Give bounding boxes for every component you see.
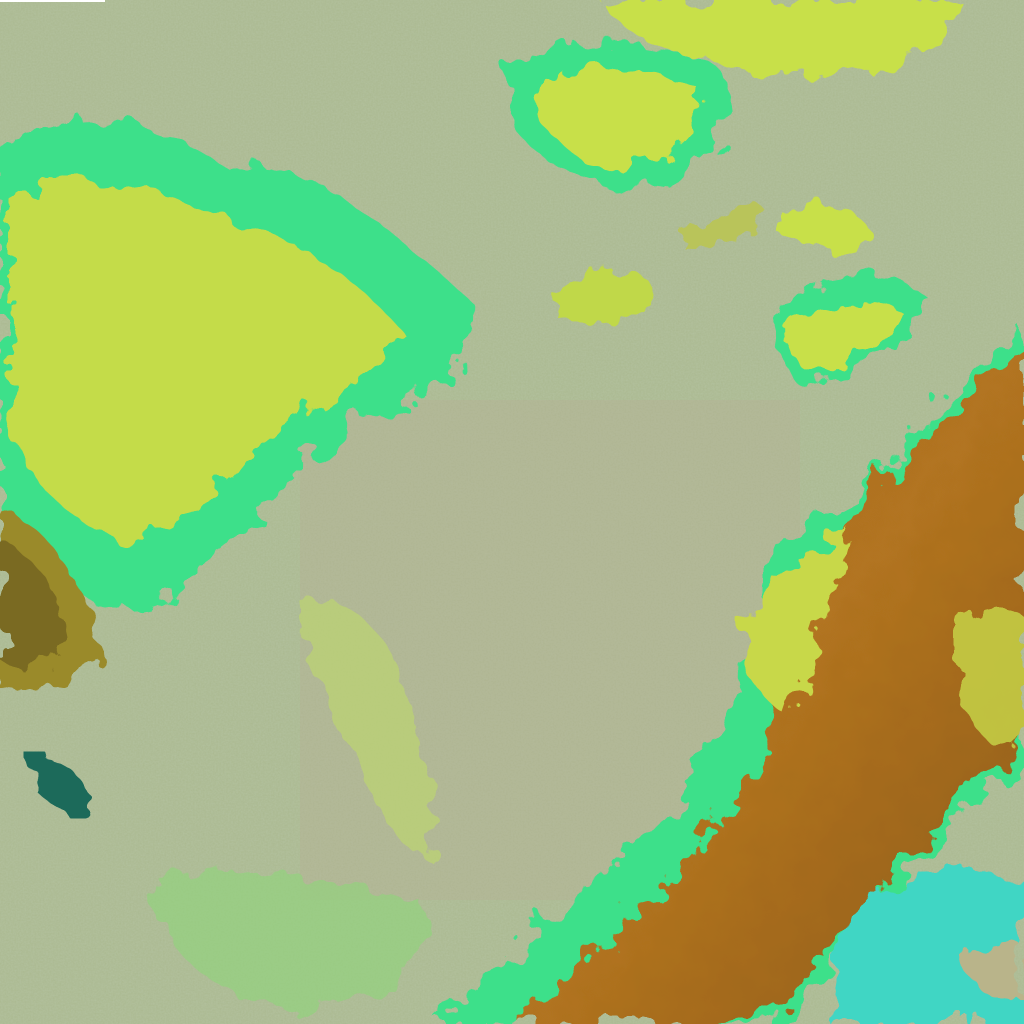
edge-marker: [0, 0, 105, 2]
cloud-small-mid: [150, 206, 930, 1010]
cloud-mass-left: [0, 117, 478, 694]
water-body: [830, 874, 1024, 1024]
mountain-ridge: [440, 330, 1024, 1024]
shadow-patch: [30, 757, 95, 813]
cloud-top-center: [510, 0, 961, 191]
